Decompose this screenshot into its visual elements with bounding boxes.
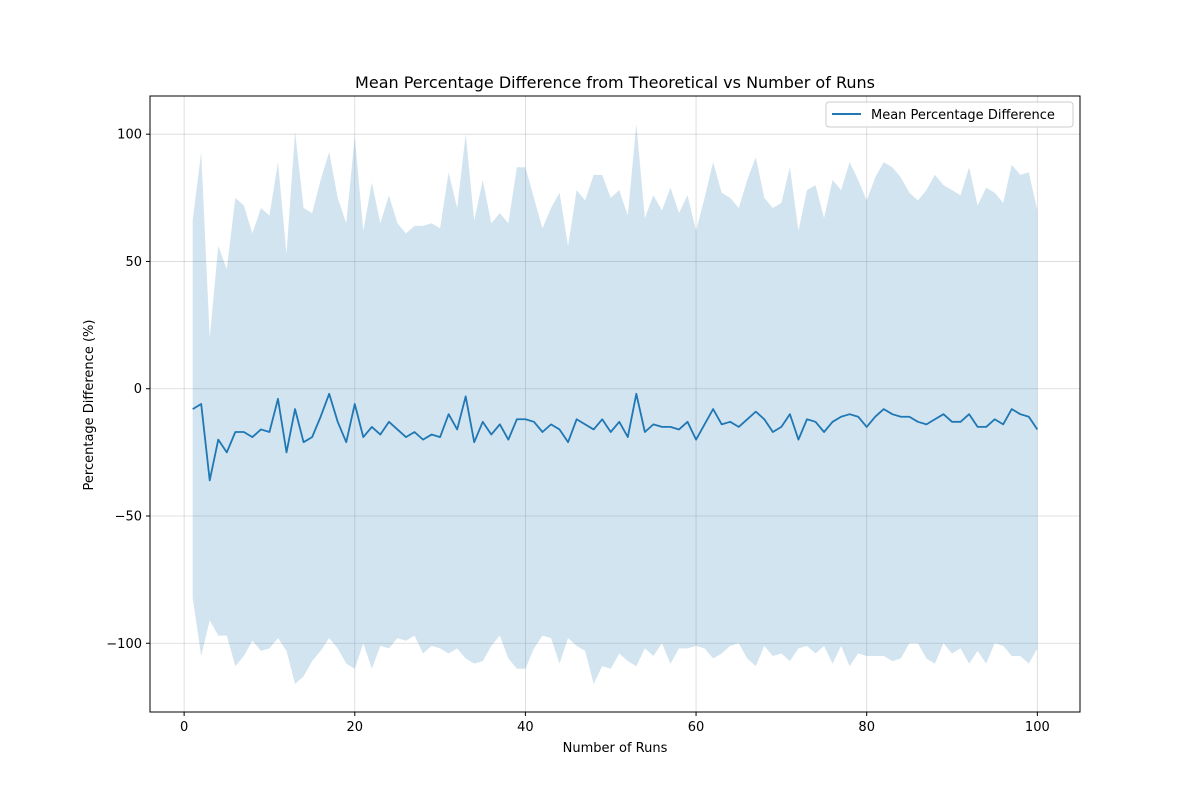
- legend: Mean Percentage Difference: [825, 101, 1074, 128]
- y-axis-ticks: −100 −50 0 50 100: [106, 128, 150, 652]
- x-tick-label: 100: [1025, 720, 1050, 735]
- y-tick-label: 100: [117, 128, 142, 143]
- y-tick-label: −100: [106, 637, 142, 652]
- x-tick-label: 40: [517, 720, 534, 735]
- legend-box: [825, 101, 1074, 128]
- x-axis-label: Number of Runs: [563, 741, 668, 756]
- plot-frame: [149, 95, 1081, 713]
- mean-percentage-difference-line: [192, 392, 1039, 482]
- x-tick-label: 60: [688, 720, 705, 735]
- confidence-band: [192, 124, 1038, 684]
- x-tick-label: 0: [180, 720, 188, 735]
- y-tick-label: 50: [125, 255, 142, 270]
- x-tick-label: 20: [346, 720, 363, 735]
- chart-title: Mean Percentage Difference from Theoreti…: [355, 73, 875, 92]
- y-axis-label: Percentage Difference (%): [82, 320, 97, 491]
- y-tick-label: −50: [115, 510, 142, 525]
- confidence-band-area: [192, 124, 1038, 684]
- legend-entry-label: Mean Percentage Difference: [871, 108, 1055, 123]
- y-tick-label: 0: [134, 382, 142, 397]
- x-tick-label: 80: [858, 720, 875, 735]
- series-lines: [192, 392, 1039, 482]
- x-axis-ticks: 0 20 40 60 80 100: [180, 712, 1050, 735]
